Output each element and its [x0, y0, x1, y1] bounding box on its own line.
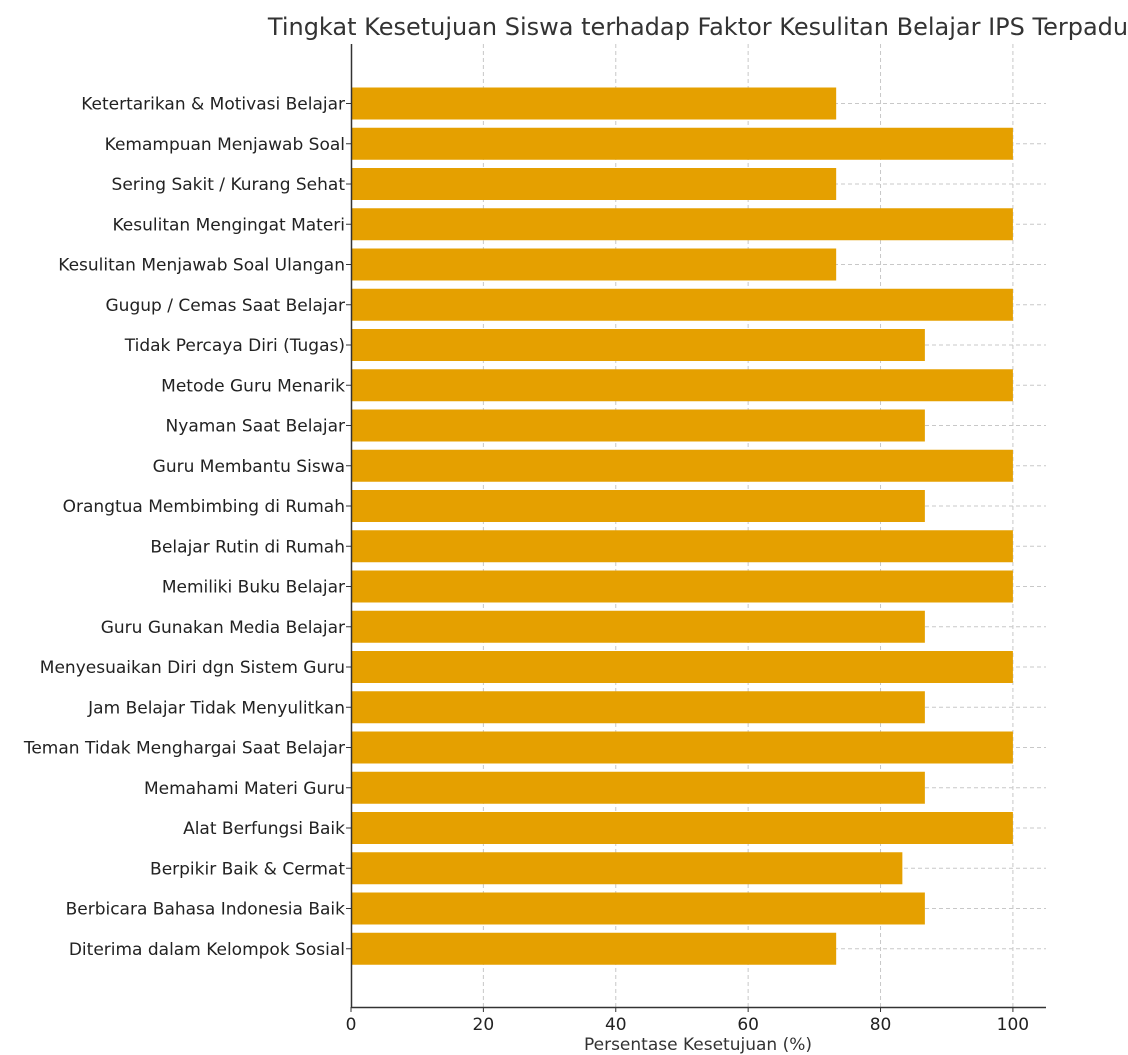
bar — [351, 449, 1013, 482]
bar — [351, 852, 903, 885]
y-tick-labels: Ketertarikan & Motivasi Belajar Kemampuan… — [23, 95, 351, 960]
bar — [351, 731, 1013, 764]
x-tick-label: 80 — [870, 1015, 892, 1035]
bar — [351, 651, 1013, 683]
bar — [351, 87, 837, 120]
y-tick-label: Memahami Materi Guru — [144, 779, 345, 799]
x-tick-label: 20 — [473, 1015, 495, 1035]
bar — [351, 691, 925, 724]
y-tick-label: Berbicara Bahasa Indonesia Baik — [66, 900, 346, 920]
y-tick-label: Menyesuaikan Diri dgn Sistem Guru — [40, 658, 345, 678]
x-tick-label: 60 — [737, 1015, 759, 1035]
x-tick-label: 40 — [605, 1015, 627, 1035]
bar — [351, 610, 925, 643]
bar — [351, 127, 1013, 160]
y-tick-label: Jam Belajar Tidak Menyulitkan — [87, 698, 345, 718]
bar — [351, 771, 925, 804]
x-tick-labels: 0 20 40 60 80 100 — [346, 1015, 1030, 1035]
y-tick-label: Ketertarikan & Motivasi Belajar — [81, 95, 345, 115]
y-tick-label: Belajar Rutin di Rumah — [150, 537, 345, 557]
x-tick-label: 0 — [346, 1015, 357, 1035]
bar — [351, 570, 1013, 603]
bar — [351, 530, 1013, 563]
bar — [351, 288, 1013, 321]
bar — [351, 168, 837, 200]
chart-title: Tingkat Kesetujuan Siswa terhadap Faktor… — [267, 13, 1128, 41]
y-tick-label: Alat Berfungsi Baik — [183, 819, 345, 839]
bar — [351, 490, 925, 522]
y-tick-label: Kemampuan Menjawab Soal — [105, 135, 345, 155]
bar — [351, 208, 1013, 241]
bar — [351, 409, 925, 442]
y-tick-label: Tidak Percaya Diri (Tugas) — [124, 336, 345, 356]
y-tick-label: Metode Guru Menarik — [161, 376, 345, 396]
bar — [351, 892, 925, 925]
bars — [351, 87, 1013, 965]
bar — [351, 369, 1013, 402]
bar — [351, 248, 837, 281]
bar — [351, 812, 1013, 844]
bar — [351, 932, 837, 965]
y-tick-label: Diterima dalam Kelompok Sosial — [69, 940, 345, 960]
y-tick-label: Orangtua Membimbing di Rumah — [63, 497, 345, 517]
y-tick-label: Kesulitan Mengingat Materi — [113, 215, 346, 235]
y-tick-label: Gugup / Cemas Saat Belajar — [106, 296, 346, 316]
bar — [351, 329, 925, 361]
x-axis-label: Persentase Kesetujuan (%) — [584, 1035, 812, 1055]
y-tick-label: Teman Tidak Menghargai Saat Belajar — [23, 739, 345, 759]
y-tick-label: Kesulitan Menjawab Soal Ulangan — [58, 256, 345, 276]
y-tick-label: Guru Membantu Siswa — [153, 457, 345, 477]
y-tick-label: Guru Gunakan Media Belajar — [101, 618, 345, 638]
y-tick-label: Memiliki Buku Belajar — [162, 578, 345, 598]
y-tick-label: Sering Sakit / Kurang Sehat — [112, 175, 346, 195]
y-tick-label: Berpikir Baik & Cermat — [150, 859, 345, 879]
x-tick-label: 100 — [997, 1015, 1029, 1035]
y-tick-label: Nyaman Saat Belajar — [166, 417, 345, 437]
